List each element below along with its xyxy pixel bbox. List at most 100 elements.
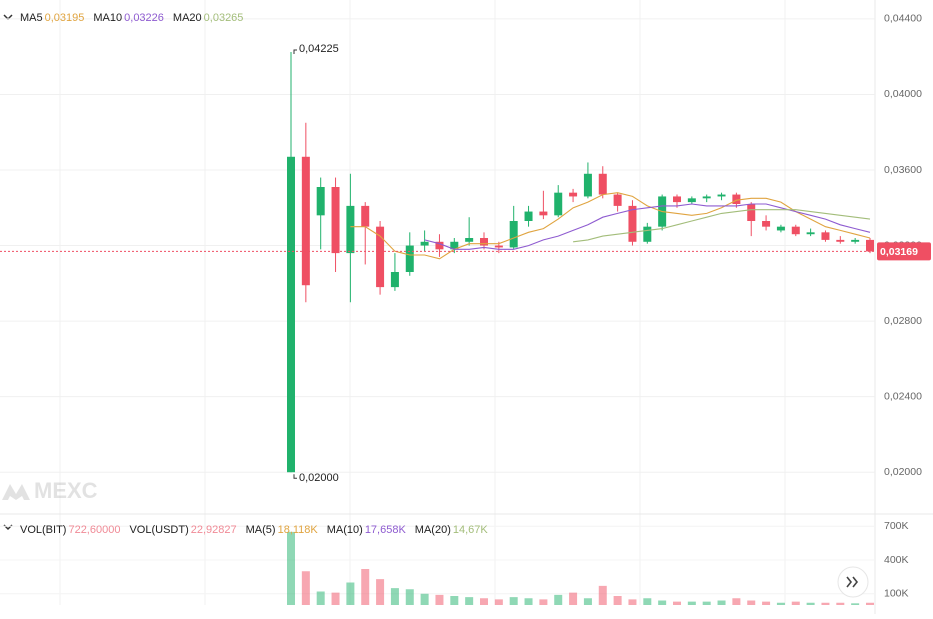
legend-name: MA20 [173, 12, 202, 24]
volume-bar [569, 592, 578, 605]
volume-bar [687, 601, 696, 605]
candle-body [806, 232, 815, 235]
y-tick-label: 0,04000 [884, 88, 922, 100]
candle-body [390, 272, 399, 288]
candle-body [702, 196, 711, 199]
volume-bar [628, 599, 637, 605]
candle-body [331, 187, 340, 254]
volume-legend-value: 722,60000 [68, 524, 120, 536]
volume-legend-value: 14,67K [453, 524, 489, 536]
legend-value: 0,03195 [45, 12, 85, 24]
volume-tick-label: 700K [884, 520, 909, 532]
volume-bar [732, 598, 741, 605]
y-tick-label: 0,02400 [884, 390, 922, 402]
candle-body [361, 205, 370, 227]
candle-body [480, 238, 488, 246]
candle-body [598, 173, 607, 195]
candle-body [776, 226, 785, 231]
candle-body [821, 232, 830, 240]
moving-average-line [350, 192, 871, 260]
volume-bar [435, 594, 444, 605]
candle-body [301, 156, 310, 286]
volume-bar [346, 582, 355, 605]
volume-bar [658, 600, 667, 605]
volume-legend-value: 22,92827 [191, 524, 237, 536]
volume-bar [405, 589, 414, 605]
volume-legend-value: 17,658K [365, 524, 407, 536]
candle-body [687, 198, 696, 203]
volume-legend-name: MA(5) [246, 524, 276, 536]
candle-body [732, 194, 741, 204]
candle-body [287, 156, 295, 473]
candle-body [628, 205, 637, 242]
volume-bar [702, 601, 711, 605]
volume-bar [747, 600, 756, 605]
candle-body [420, 241, 429, 246]
last-price-label: 0,03169 [880, 246, 918, 258]
candle-body [791, 226, 800, 235]
volume-tick-label: 400K [884, 554, 909, 566]
candle-body [554, 192, 563, 216]
candle-body [435, 241, 444, 250]
last-price-badge [877, 242, 931, 261]
y-tick-label: 0,02000 [884, 466, 922, 478]
moving-average-line [573, 209, 871, 243]
volume-bar [776, 602, 785, 605]
volume-bar [866, 602, 874, 605]
high-pointer [293, 49, 297, 54]
vertical-grid [59, 0, 786, 605]
candle-body [866, 239, 874, 252]
y-tick-label: 0,02800 [884, 315, 922, 327]
volume-bar [301, 571, 310, 605]
candle-body [524, 211, 533, 221]
legend-name: MA10 [93, 12, 122, 24]
candle-body [450, 241, 459, 250]
candle-body [673, 196, 681, 203]
volume-bar [376, 579, 385, 605]
legend-value: 0,03226 [124, 12, 164, 24]
volume-bar [480, 598, 488, 605]
low-annotation: 0,02000 [299, 472, 339, 484]
scroll-to-latest-button[interactable] [837, 566, 869, 598]
candle-body [509, 221, 518, 248]
volume-bar [390, 588, 399, 605]
volume-bar [420, 593, 429, 605]
volume-bar [583, 598, 592, 605]
candle-body [316, 187, 325, 216]
y-tick-label: 0,03600 [884, 164, 922, 176]
volume-legend-name: MA(20) [415, 524, 451, 536]
volume-tick-label: 100K [884, 588, 909, 600]
legend-name: MA5 [20, 12, 43, 24]
volume-bar [524, 598, 533, 605]
candle-body [346, 205, 355, 254]
candle-body [465, 238, 474, 242]
volume-legend-name: MA(10) [327, 524, 363, 536]
volume-bar [509, 597, 518, 605]
high-annotation: 0,04225 [299, 43, 339, 55]
moving-average-line [424, 203, 871, 250]
volume-legend-name: VOL(BIT) [20, 524, 66, 536]
candle-body [376, 226, 385, 288]
volume-bar [717, 600, 726, 605]
volume-bar [806, 602, 815, 605]
candle-body [643, 226, 652, 242]
volume-bar [539, 599, 548, 605]
volume-bar [643, 598, 652, 605]
low-pointer [293, 474, 297, 479]
volume-bar [613, 596, 622, 605]
candle-body [405, 245, 414, 272]
volume-bar [287, 531, 295, 605]
volume-legend-name: VOL(USDT) [129, 524, 188, 536]
candle-body [583, 173, 592, 197]
candle-body [569, 192, 578, 197]
candle-body [762, 221, 771, 227]
volume-bar [851, 603, 860, 605]
candle-body [836, 239, 845, 242]
volume-bar [450, 596, 459, 605]
volume-bar [762, 601, 771, 605]
volume-bar [494, 599, 503, 605]
candle-body [851, 239, 860, 242]
volume-bar [554, 594, 563, 605]
